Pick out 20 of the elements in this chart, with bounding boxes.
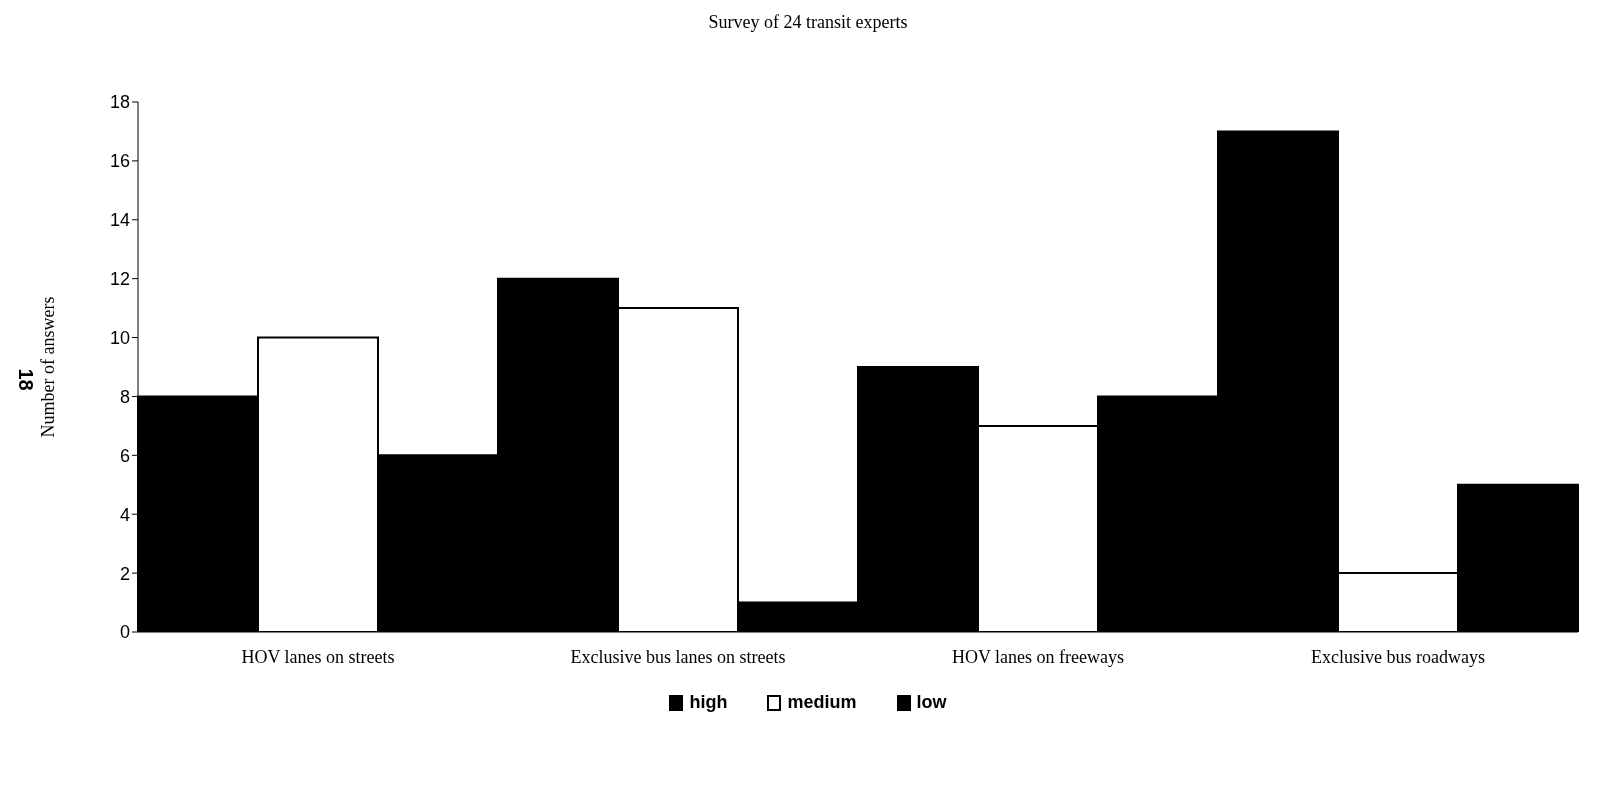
legend-label: low xyxy=(915,692,947,713)
y-tick-label: 2 xyxy=(119,563,130,584)
y-tick-label: 8 xyxy=(119,386,130,407)
y-axis-title: Number of answers xyxy=(38,296,59,438)
y-tick-label: 14 xyxy=(109,210,130,231)
y-tick-label: 6 xyxy=(119,445,130,466)
y-tick-label: 12 xyxy=(109,269,130,290)
y-tick-label: 0 xyxy=(119,622,130,643)
x-tick-label: HOV lanes on freeways xyxy=(951,646,1125,667)
x-tick-label: Exclusive bus roadways xyxy=(1311,646,1485,667)
x-tick-label: HOV lanes on streets xyxy=(241,646,395,667)
x-tick-label: Exclusive bus lanes on streets xyxy=(570,646,786,667)
y-tick-label: 4 xyxy=(119,504,130,525)
y-tick-label: 16 xyxy=(109,151,130,172)
text: 18 xyxy=(13,368,37,391)
chart-title: Survey of 24 transit experts xyxy=(707,11,909,34)
y-tick-label: 10 xyxy=(109,327,130,348)
legend-label: medium xyxy=(786,692,857,713)
y-tick-label: 18 xyxy=(109,92,130,113)
legend-label: high xyxy=(688,692,728,713)
